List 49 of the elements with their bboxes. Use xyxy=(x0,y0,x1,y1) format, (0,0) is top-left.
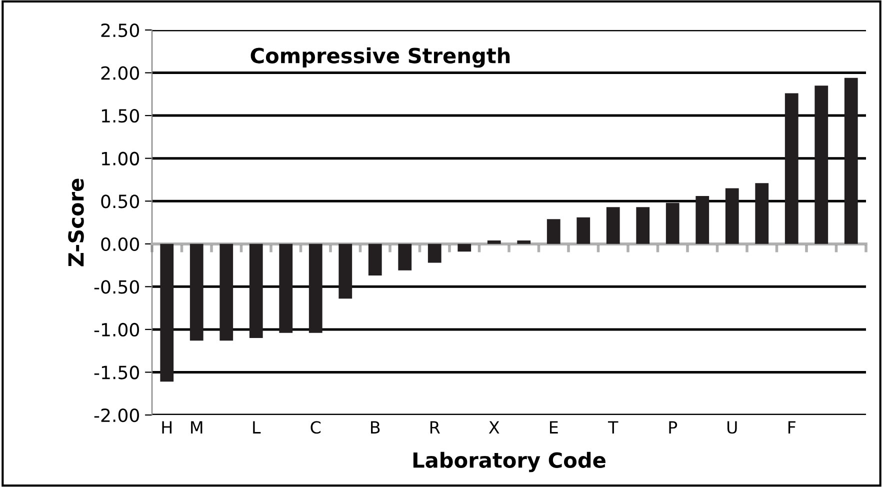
x-tick-label: E xyxy=(550,421,558,434)
y-tick-label: 2.00 xyxy=(101,66,139,80)
y-tick-label: 0.00 xyxy=(101,237,139,252)
bar xyxy=(844,78,858,244)
y-tick-label: -1.50 xyxy=(94,366,139,380)
x-tick-label: C xyxy=(310,421,321,434)
bar xyxy=(458,244,472,252)
y-tick-label: -1.00 xyxy=(94,322,139,337)
bar xyxy=(546,219,560,244)
bar xyxy=(160,244,174,382)
text: Compressive Strength xyxy=(250,47,510,68)
bar xyxy=(784,93,798,244)
x-tick-label: T xyxy=(608,421,618,434)
bar xyxy=(517,240,531,244)
bar xyxy=(696,196,710,244)
bar xyxy=(428,244,442,263)
bar xyxy=(279,244,293,333)
bar xyxy=(368,244,382,276)
x-tick-label: X xyxy=(488,421,500,434)
y-tick-label: 1.00 xyxy=(102,152,139,166)
bar xyxy=(190,244,204,341)
y-tick-label: 2.50 xyxy=(101,23,139,38)
bar xyxy=(725,188,739,244)
bar xyxy=(606,207,620,244)
bar xyxy=(666,202,680,244)
bar xyxy=(576,217,590,244)
x-tick-label: M xyxy=(191,421,202,434)
x-tick-label: L xyxy=(253,421,261,434)
y-tick-label: 0.50 xyxy=(101,194,139,208)
x-tick-label: F xyxy=(788,421,796,434)
y-tick-label: -0.50 xyxy=(94,280,139,294)
bar xyxy=(755,183,769,244)
x-tick-label: P xyxy=(669,421,678,434)
bar xyxy=(338,244,352,299)
x-axis-title: Laboratory Code xyxy=(413,452,606,472)
y-tick-label: -2.00 xyxy=(94,408,139,422)
bar xyxy=(249,244,263,338)
bar xyxy=(398,244,412,270)
bar xyxy=(636,207,650,244)
bar xyxy=(220,244,234,341)
x-tick-label: B xyxy=(371,421,380,434)
x-tick-label: H xyxy=(162,421,172,434)
y-tick-label: 1.50 xyxy=(102,109,139,123)
bar xyxy=(308,244,322,333)
bar xyxy=(487,240,501,244)
x-tick-label: U xyxy=(727,421,737,434)
bar xyxy=(814,86,828,244)
y-axis-title: Z-Score xyxy=(68,178,84,266)
x-tick-label: R xyxy=(430,421,440,434)
